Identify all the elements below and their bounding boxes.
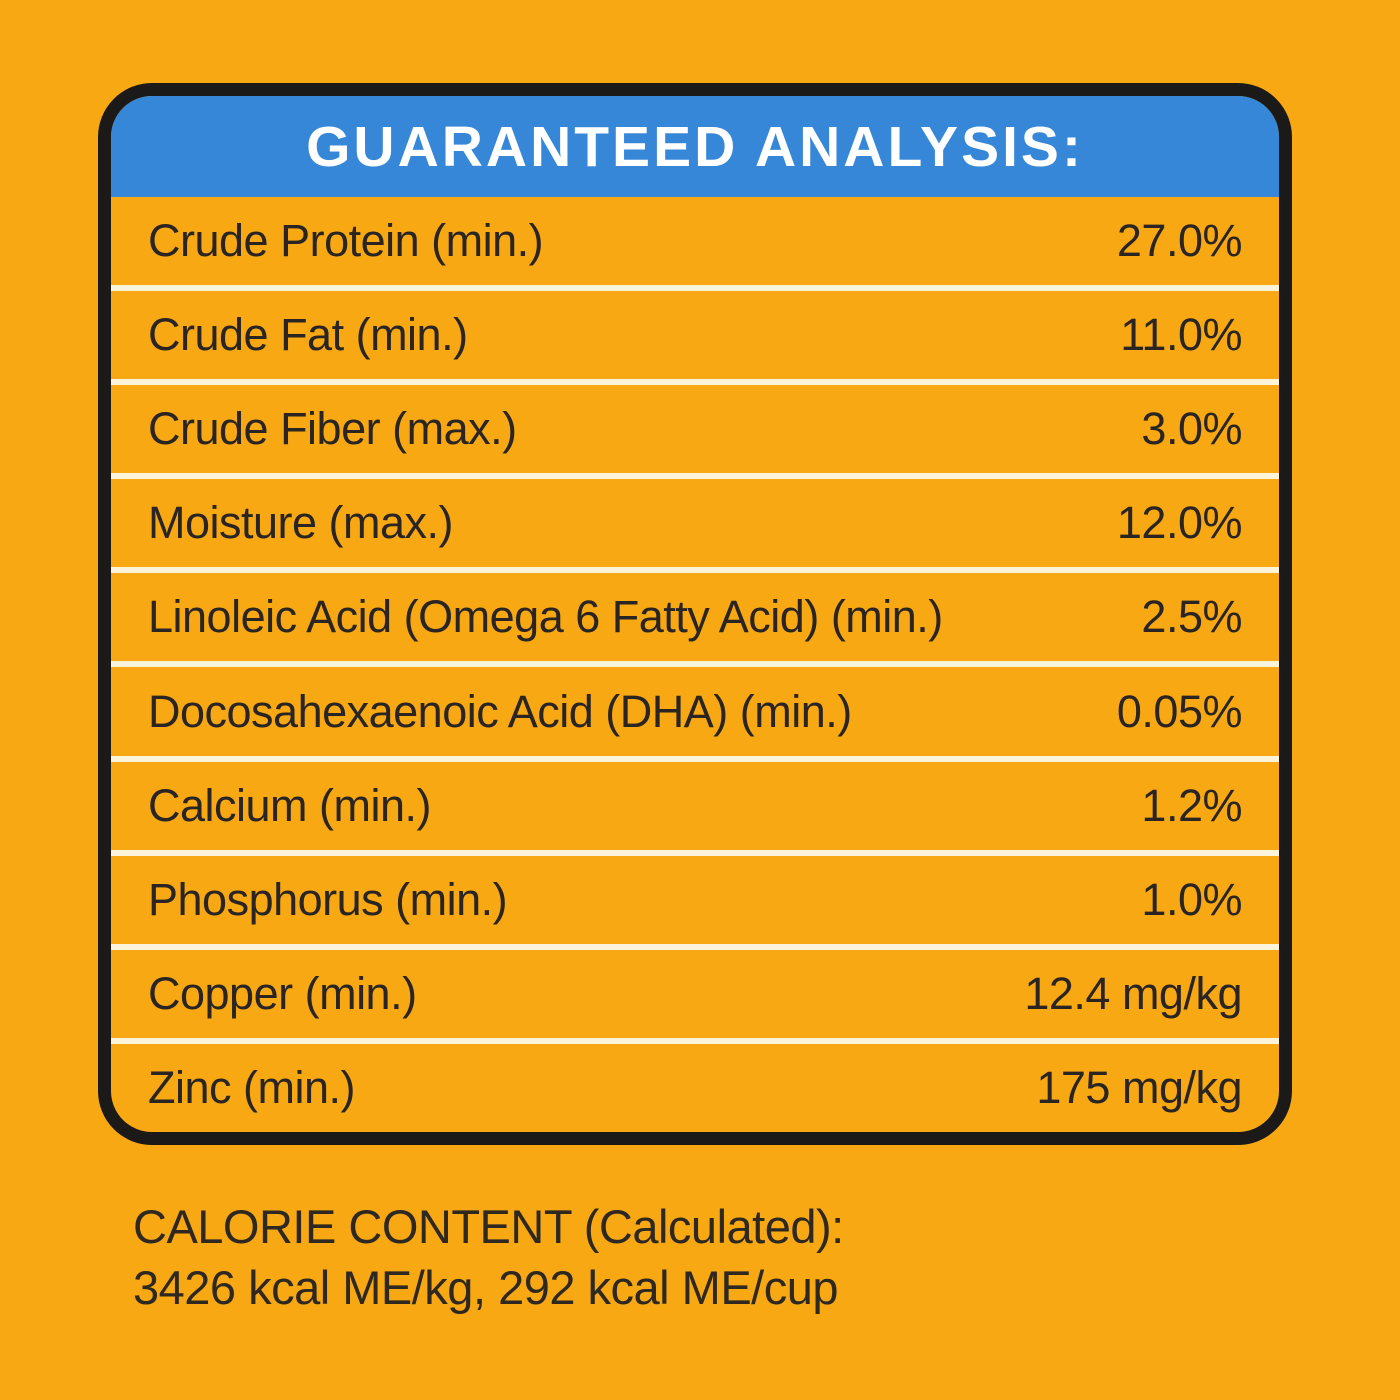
analysis-row-moisture: Moisture (max.) 12.0%	[111, 473, 1279, 567]
analysis-row-phosphorus: Phosphorus (min.) 1.0%	[111, 849, 1279, 944]
nutrient-label: Calcium (min.)	[148, 779, 432, 831]
calorie-content-title: CALORIE CONTENT (Calculated):	[133, 1200, 844, 1253]
nutrient-label: Crude Fat (min.)	[148, 309, 468, 361]
analysis-row-crude-fiber: Crude Fiber (max.) 3.0%	[111, 379, 1279, 473]
nutrient-label: Zinc (min.)	[148, 1061, 356, 1113]
analysis-row-crude-protein: Crude Protein (min.) 27.0%	[111, 197, 1279, 285]
nutrient-value: 12.0%	[1116, 497, 1243, 549]
nutrient-value: 12.4 mg/kg	[1024, 967, 1242, 1019]
nutrient-value: 175 mg/kg	[1036, 1061, 1242, 1113]
nutrient-label: Phosphorus (min.)	[148, 873, 508, 925]
panel-title: GUARANTEED ANALYSIS:	[306, 114, 1084, 179]
analysis-row-linoleic-acid: Linoleic Acid (Omega 6 Fatty Acid) (min.…	[111, 567, 1279, 661]
analysis-row-zinc: Zinc (min.) 175 mg/kg	[111, 1037, 1279, 1132]
nutrient-label: Linoleic Acid (Omega 6 Fatty Acid) (min.…	[148, 591, 943, 643]
guaranteed-analysis-panel: GUARANTEED ANALYSIS: Crude Protein (min.…	[98, 83, 1292, 1145]
nutrient-label: Copper (min.)	[148, 967, 417, 1019]
nutrient-label: Crude Fiber (max.)	[148, 403, 517, 455]
nutrient-value: 2.5%	[1141, 591, 1242, 643]
panel-header: GUARANTEED ANALYSIS:	[111, 96, 1279, 197]
nutrient-value: 3.0%	[1141, 403, 1242, 455]
nutrient-value: 1.2%	[1141, 779, 1242, 831]
analysis-row-calcium: Calcium (min.) 1.2%	[111, 755, 1279, 850]
analysis-row-crude-fat: Crude Fat (min.) 11.0%	[111, 285, 1279, 379]
analysis-row-copper: Copper (min.) 12.4 mg/kg	[111, 943, 1279, 1038]
nutrient-label: Moisture (max.)	[148, 497, 454, 549]
calorie-content-values: 3426 kcal ME/kg, 292 kcal ME/cup	[133, 1261, 839, 1314]
nutrient-value: 11.0%	[1120, 309, 1242, 361]
nutrient-value: 1.0%	[1141, 873, 1242, 925]
nutrient-label: Crude Protein (min.)	[148, 215, 544, 267]
nutrient-value: 0.05%	[1116, 685, 1243, 737]
nutrient-label: Docosahexaenoic Acid (DHA) (min.)	[148, 685, 852, 737]
analysis-row-dha: Docosahexaenoic Acid (DHA) (min.) 0.05%	[111, 661, 1279, 755]
analysis-rows: Crude Protein (min.) 27.0% Crude Fat (mi…	[111, 197, 1279, 1132]
calorie-content-block: CALORIE CONTENT (Calculated): 3426 kcal …	[133, 1196, 844, 1318]
nutrient-value: 27.0%	[1116, 215, 1243, 267]
